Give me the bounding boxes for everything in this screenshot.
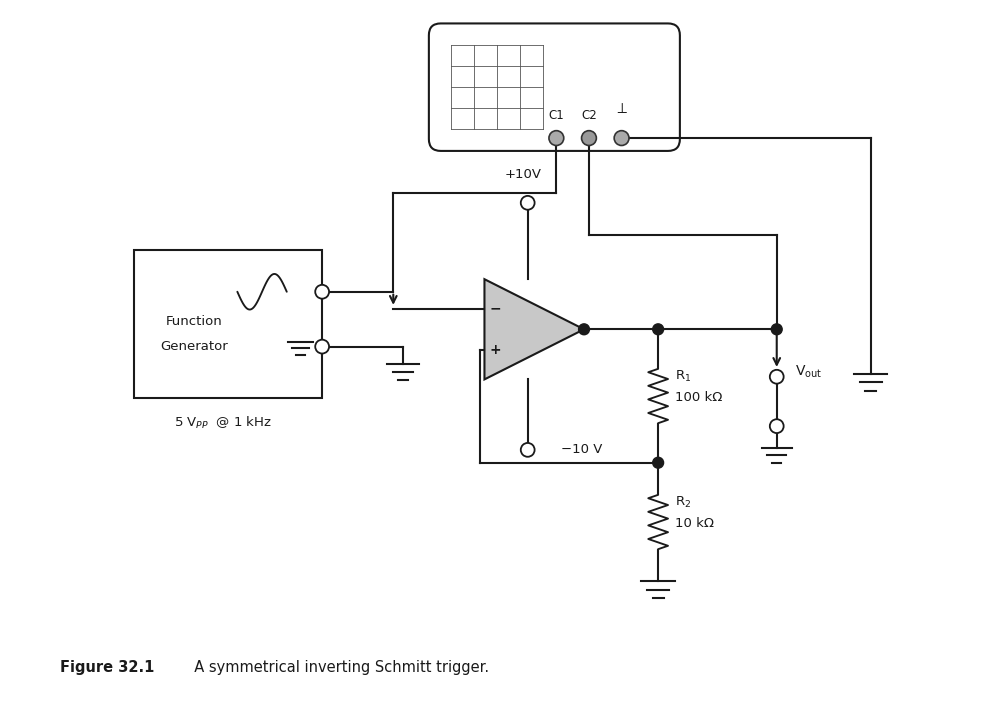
Polygon shape: [484, 279, 584, 379]
Circle shape: [652, 457, 663, 468]
Circle shape: [769, 419, 783, 433]
Circle shape: [769, 370, 783, 384]
Text: 5 V$_{PP}$  @ 1 kHz: 5 V$_{PP}$ @ 1 kHz: [174, 415, 272, 431]
Circle shape: [315, 340, 329, 354]
Text: 10 kΩ: 10 kΩ: [674, 518, 713, 530]
Text: −10 V: −10 V: [561, 443, 602, 457]
Circle shape: [581, 130, 596, 145]
Circle shape: [315, 285, 329, 298]
Text: R$_1$: R$_1$: [674, 369, 691, 384]
Text: −: −: [489, 302, 500, 316]
Text: A symmetrical inverting Schmitt trigger.: A symmetrical inverting Schmitt trigger.: [186, 660, 488, 675]
Text: Function: Function: [165, 315, 223, 328]
Circle shape: [521, 443, 534, 457]
Circle shape: [549, 130, 564, 145]
Text: Generator: Generator: [160, 340, 228, 353]
Text: C2: C2: [581, 109, 596, 122]
Text: 100 kΩ: 100 kΩ: [674, 391, 721, 404]
Circle shape: [521, 196, 534, 210]
Circle shape: [770, 324, 781, 335]
Text: R$_2$: R$_2$: [674, 495, 690, 510]
Text: Figure 32.1: Figure 32.1: [60, 660, 154, 675]
Bar: [134, 250, 322, 398]
Circle shape: [614, 130, 628, 145]
Text: +10V: +10V: [504, 168, 541, 181]
Text: C1: C1: [548, 109, 564, 122]
Circle shape: [652, 324, 663, 335]
Text: $\perp$: $\perp$: [614, 101, 628, 116]
Text: +: +: [489, 343, 500, 357]
Text: V$_{\mathrm{out}}$: V$_{\mathrm{out}}$: [793, 364, 821, 380]
Circle shape: [578, 324, 589, 335]
